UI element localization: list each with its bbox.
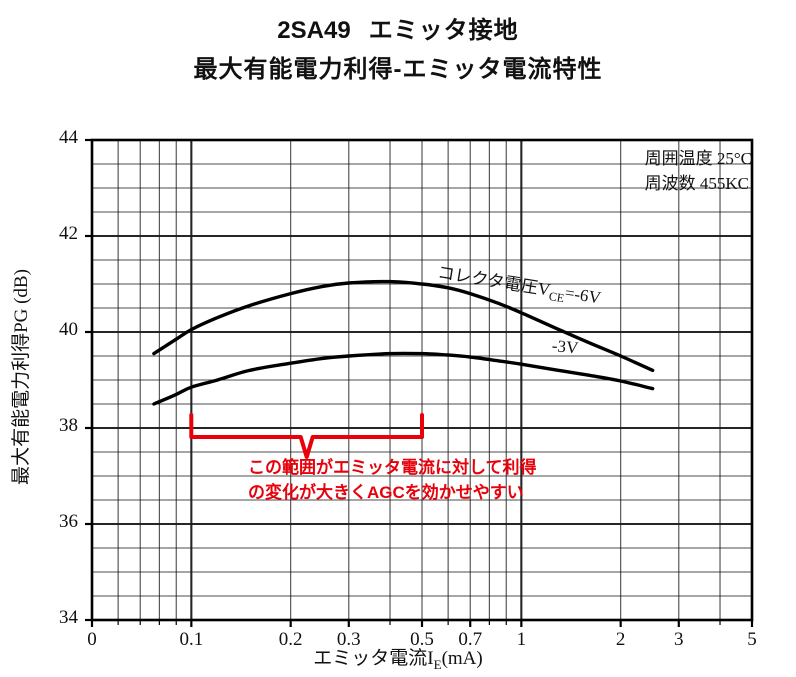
x-axis-label-sub: E <box>433 656 442 672</box>
x-tick-label: 1 <box>516 629 527 650</box>
ambient-temperature: 周囲温度 25°C <box>644 149 752 168</box>
title-line-2: 最大有能電力利得-エミッタ電流特性 <box>193 56 603 83</box>
y-tick-label: 44 <box>59 127 78 148</box>
agc-note-line-2: の変化が大きくAGCを効かせやすい <box>248 483 524 502</box>
gridlines <box>91 139 754 621</box>
x-tick-label: 2 <box>615 629 626 650</box>
x-tick-label: 0.3 <box>336 629 361 650</box>
x-tick-label: 0.1 <box>179 629 204 650</box>
axis-frame <box>85 138 754 627</box>
x-axis-label: エミッタ電流IE(mA) <box>0 643 796 673</box>
conditions-note: 周囲温度 25°C 周波数 455KC <box>645 146 752 196</box>
chart-title: 2SA49 エミッタ接地 最大有能電力利得-エミッタ電流特性 <box>0 14 796 88</box>
x-tick-label: 0 <box>87 629 97 650</box>
title-line-1: 2SA49 エミッタ接地 <box>0 14 796 48</box>
x-tick-label: 0.5 <box>410 629 434 650</box>
x-tick-label: 0.2 <box>278 629 303 650</box>
x-axis-label-pre: エミッタ電流I <box>313 648 434 669</box>
device-model: 2SA49 <box>277 17 351 44</box>
x-tick-label: 0.7 <box>458 629 483 650</box>
y-tick-label: 42 <box>59 223 78 244</box>
agc-range-annotation: この範囲がエミッタ電流に対して利得 の変化が大きくAGCを効かせやすい <box>248 455 537 505</box>
y-tick-label: 38 <box>59 415 78 436</box>
highlight-bracket <box>189 413 424 459</box>
y-tick-label: 36 <box>59 511 78 532</box>
x-tick-label: 3 <box>674 629 684 650</box>
x-axis-label-post: (mA) <box>441 648 483 669</box>
agc-note-line-1: この範囲がエミッタ電流に対して利得 <box>248 458 537 477</box>
x-tick-label: 5 <box>747 629 757 650</box>
y-tick-label: 40 <box>59 319 78 340</box>
y-axis-label: 最大有能電力利得PG (dB) <box>11 269 32 485</box>
device-config: エミッタ接地 <box>368 17 519 44</box>
curve-label-vce-3v: -3V <box>551 336 580 358</box>
y-tick-label: 34 <box>59 607 78 628</box>
data-curves <box>152 279 655 406</box>
frequency: 周波数 455KC <box>644 174 749 193</box>
